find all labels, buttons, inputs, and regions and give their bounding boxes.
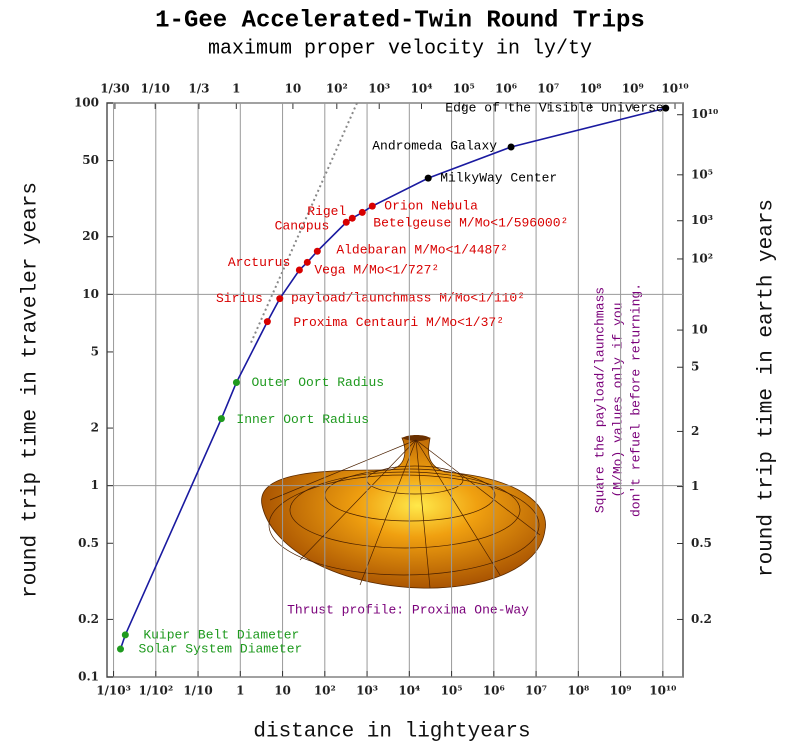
data-point — [358, 208, 366, 216]
x-tick-label: 10⁴ — [398, 684, 420, 698]
x-tick-label: 10² — [314, 684, 336, 698]
data-point — [303, 258, 311, 266]
plot-area — [106, 102, 684, 678]
x2-tick-label: 1/10 — [140, 82, 169, 96]
y2-tick-label: 1 — [691, 479, 699, 493]
point-label: Andromeda Galaxy — [372, 138, 497, 153]
y-axis-title: round trip time in traveler years — [20, 182, 43, 598]
x-axis-title: distance in lightyears — [253, 721, 530, 744]
point-label: MilkyWay Center — [440, 171, 557, 186]
point-label: Solar System Diameter — [138, 641, 302, 656]
x-tick-label: 10⁹ — [610, 684, 632, 698]
refuel-note-line: don't refuel before returning. — [628, 283, 643, 517]
data-point — [368, 202, 376, 210]
y2-tick-label: 10¹⁰ — [691, 107, 718, 121]
x2-tick-label: 10² — [326, 82, 348, 96]
y2-tick-label: 10 — [691, 323, 708, 337]
x-tick-label: 10⁶ — [483, 684, 505, 698]
data-point — [217, 415, 225, 423]
x2-tick-label: 1/30 — [100, 82, 129, 96]
y-tick-label: 100 — [74, 96, 99, 110]
point-label: Arcturus — [228, 255, 290, 270]
thrust-illustration — [261, 435, 546, 589]
y-tick-label: 0.1 — [78, 670, 99, 684]
x2-tick-label: 10³ — [368, 82, 390, 96]
point-label: Vega M/Mo<1/727² — [314, 262, 439, 277]
data-point — [348, 214, 356, 222]
data-point — [662, 104, 670, 112]
x2-tick-label: 1 — [232, 82, 240, 96]
x2-tick-label: 10⁹ — [622, 82, 644, 96]
x2-tick-label: 10⁸ — [580, 82, 602, 96]
y2-tick-label: 10² — [691, 251, 713, 265]
data-point — [313, 247, 321, 255]
data-point — [295, 266, 303, 274]
x-tick-label: 10⁷ — [525, 684, 547, 698]
x-tick-label: 1/10 — [183, 684, 212, 698]
y2-axis-title: round trip time in earth years — [756, 199, 779, 577]
chart-title: 1-Gee Accelerated-Twin Round Trips — [155, 7, 645, 34]
y2-tick-label: 0.5 — [691, 536, 712, 550]
refuel-note-line: (M/Mo) values only if you — [610, 302, 625, 497]
x-tick-label: 10 — [274, 684, 291, 698]
thrust-caption: Thrust profile: Proxima One-Way — [287, 602, 529, 617]
y2-tick-label: 2 — [691, 424, 699, 438]
data-point — [263, 318, 271, 326]
point-label: Sirius — [216, 291, 263, 306]
y2-tick-label: 10³ — [691, 213, 713, 227]
point-label: Orion Nebula — [384, 199, 478, 214]
x-tick-label: 10⁸ — [567, 684, 589, 698]
data-point — [424, 174, 432, 182]
point-label: Betelgeuse M/Mo<1/596000² — [373, 216, 568, 231]
x-tick-label: 1/10² — [138, 684, 173, 698]
data-point — [342, 218, 350, 226]
y-tick-label: 50 — [82, 153, 99, 167]
x-tick-label: 10¹⁰ — [649, 684, 676, 698]
point-label: Inner Oort Radius — [236, 412, 369, 427]
x-tick-label: 10⁵ — [441, 684, 463, 698]
y-tick-label: 1 — [91, 478, 99, 492]
point-label: Canopus — [275, 219, 330, 234]
y-tick-label: 10 — [82, 287, 99, 301]
point-label: Proxima Centauri M/Mo<1/37² — [293, 315, 504, 330]
data-point — [116, 645, 124, 653]
y2-tick-label: 10⁵ — [691, 167, 713, 181]
x2-tick-label: 1/3 — [188, 82, 209, 96]
y-tick-label: 20 — [82, 229, 99, 243]
x-tick-label: 1 — [236, 684, 244, 698]
x2-tick-label: 10 — [285, 82, 302, 96]
y-tick-label: 5 — [91, 344, 99, 358]
data-point — [507, 143, 515, 151]
y-tick-label: 2 — [91, 421, 99, 435]
point-label: Aldebaran M/Mo<1/4487² — [336, 243, 508, 258]
x2-tick-label: 10⁷ — [537, 82, 559, 96]
point-label: Rigel — [307, 204, 346, 219]
y2-tick-label: 0.2 — [691, 612, 712, 626]
point-label: Edge of the Visible Universe — [445, 101, 663, 116]
data-point — [232, 379, 240, 387]
x2-tick-label: 10⁵ — [453, 82, 475, 96]
point-label: Kuiper Belt Diameter — [143, 627, 299, 642]
y2-tick-label: 5 — [691, 360, 699, 374]
data-point — [276, 295, 284, 303]
payload-note: payload/launchmass M/Mo<1/110² — [291, 290, 525, 305]
data-point — [121, 631, 129, 639]
refuel-note-line: Square the payload/launchmass — [592, 287, 607, 513]
chart-subtitle: maximum proper velocity in ly/ty — [208, 37, 592, 60]
x2-tick-label: 10⁶ — [495, 82, 517, 96]
y-tick-label: 0.5 — [78, 536, 99, 550]
curve — [119, 107, 666, 650]
classical-guide — [249, 102, 358, 346]
y-tick-label: 0.2 — [78, 612, 99, 626]
point-label: Outer Oort Radius — [251, 375, 384, 390]
x2-tick-label: 10¹⁰ — [661, 82, 688, 96]
x2-tick-label: 10⁴ — [411, 82, 433, 96]
x-tick-label: 10³ — [356, 684, 378, 698]
x-tick-label: 1/10³ — [96, 684, 131, 698]
